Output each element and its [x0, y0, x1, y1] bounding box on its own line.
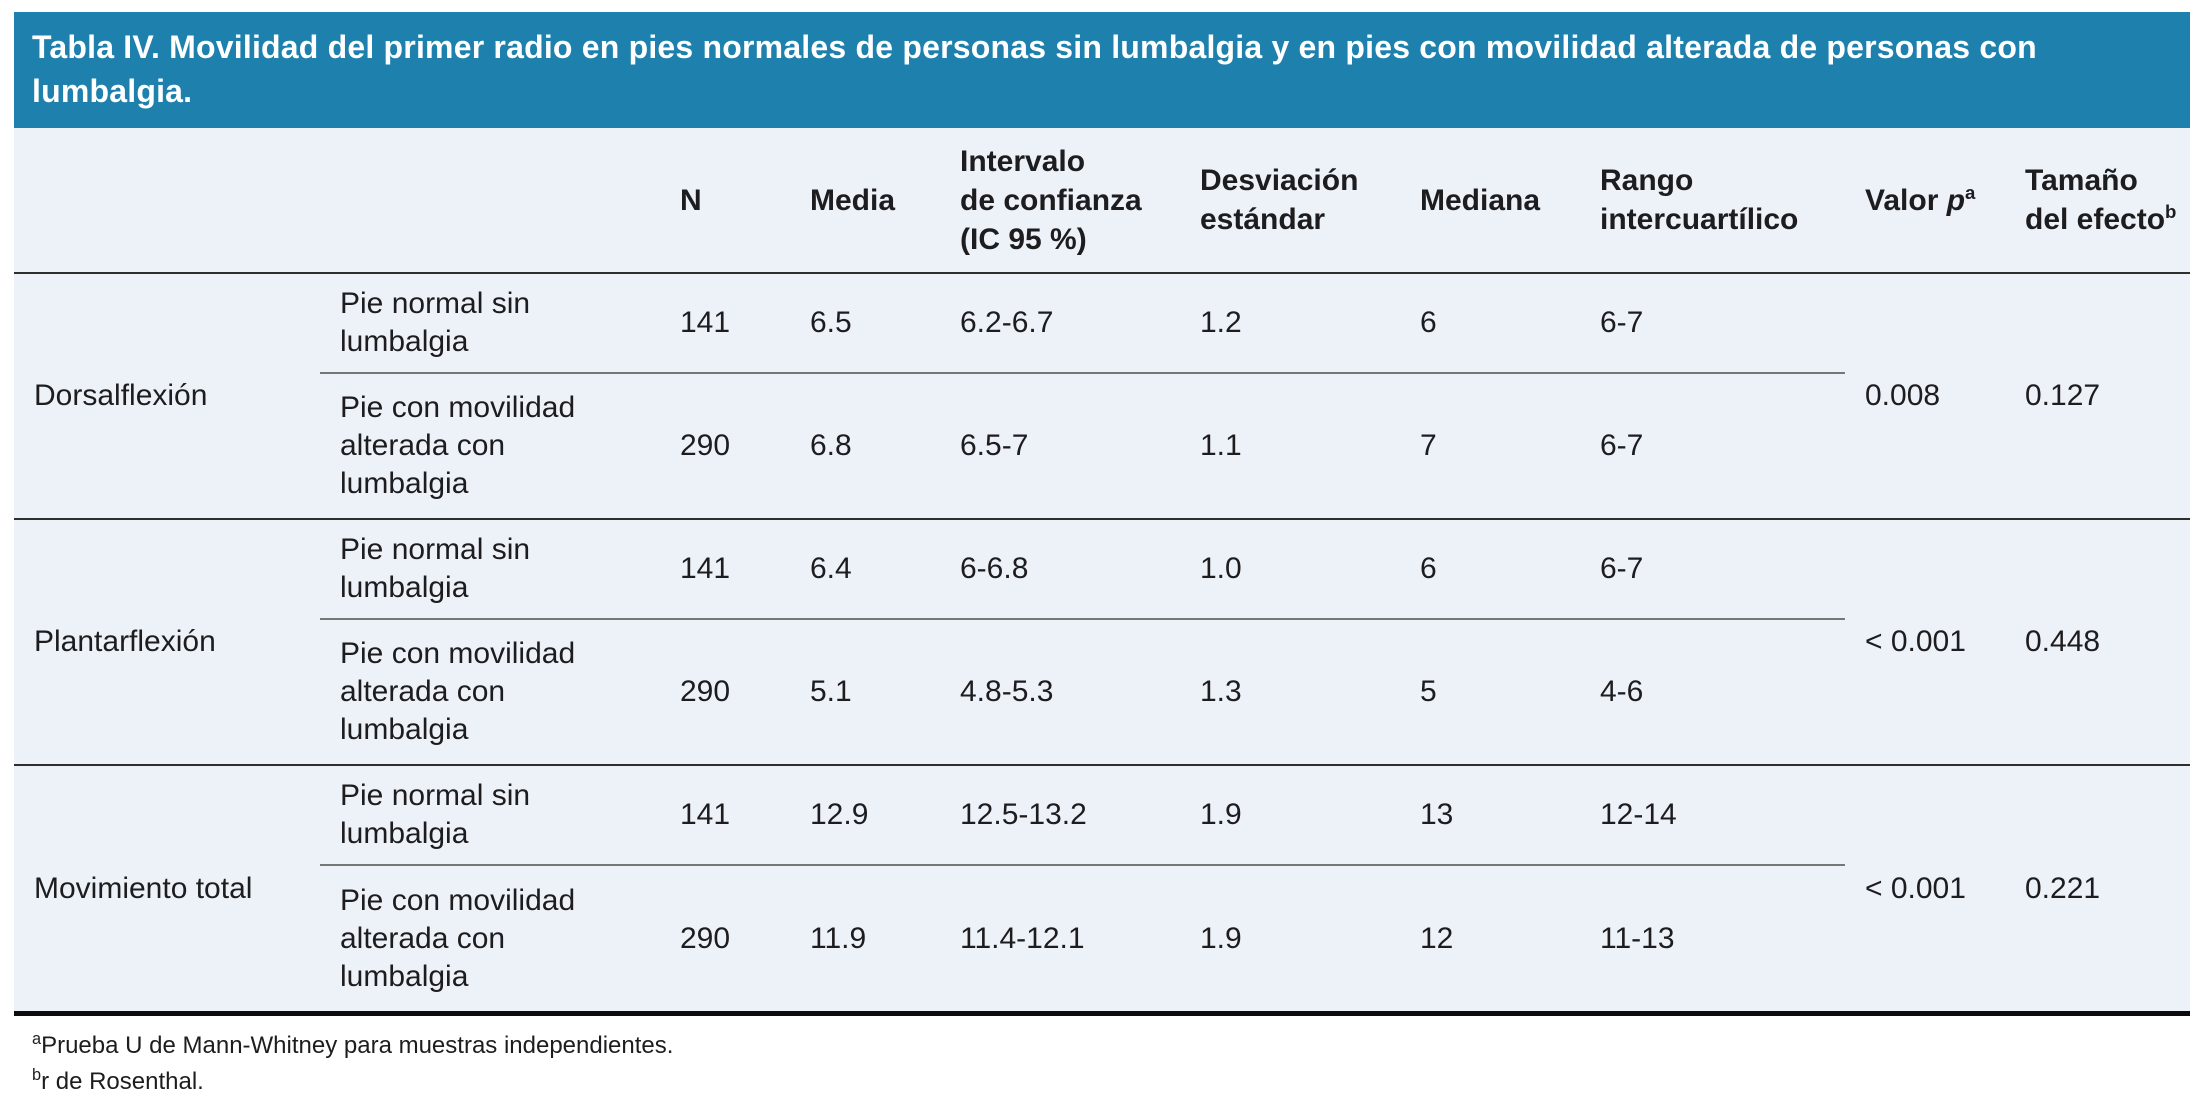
table-row: Plantarflexión Pie normal sin lumbalgia …: [14, 518, 2190, 765]
footnote-b: br de Rosenthal.: [32, 1064, 2190, 1096]
rango-cell: 12-14: [1580, 764, 1845, 866]
table-title-banner: Tabla IV. Movilidad del primer radio en …: [14, 12, 2190, 128]
media-cell: 6.4: [790, 518, 940, 620]
rango-cell: 4-6: [1600, 675, 1644, 708]
rango-cell: 6-7: [1580, 518, 1845, 620]
media-cell: 5.1: [810, 675, 852, 708]
header-empty-condition: [320, 128, 660, 274]
sd-cell: 1.3: [1200, 675, 1242, 708]
header-desviacion-estandar: Desviación estándar: [1180, 128, 1400, 274]
condition-cell: Pie normal sin lumbalgia: [320, 272, 660, 374]
table-title: Tabla IV. Movilidad del primer radio en …: [32, 29, 2037, 109]
media-cell: 6.8: [810, 429, 852, 462]
mediana-cell: 6: [1400, 272, 1580, 374]
n-cell: 141: [660, 764, 790, 866]
rango-cell: 6-7: [1580, 272, 1845, 374]
header-row: N Media Intervalo de confianza (IC 95 %)…: [14, 128, 2190, 274]
effect-size-cell: 0.221: [2005, 764, 2190, 1011]
sd-cell: 1.9: [1180, 764, 1400, 866]
footnote-a-text: Prueba U de Mann-Whitney para muestras i…: [41, 1032, 674, 1059]
mediana-cell: 13: [1400, 764, 1580, 866]
mediana-cell: 5: [1420, 675, 1437, 708]
ic-cell: 6.5-7: [960, 429, 1029, 462]
data-table: N Media Intervalo de confianza (IC 95 %)…: [14, 128, 2190, 1011]
rango-cell: 11-13: [1600, 921, 1675, 955]
footnote-b-text: r de Rosenthal.: [41, 1068, 204, 1095]
n-cell: 290: [680, 675, 731, 708]
header-rango-intercuartilico: Rango intercuartílico: [1580, 128, 1845, 274]
footnote-a-marker: a: [32, 1030, 42, 1048]
condition-cell: Pie normal sin lumbalgia: [320, 764, 660, 866]
p-value-cell: < 0.001: [1845, 764, 2005, 1011]
footnote-b-marker: b: [32, 1066, 42, 1084]
p-value-cell: 0.008: [1845, 272, 2005, 519]
table-row: Dorsalflexión Pie normal sin lumbalgia 1…: [14, 272, 2190, 519]
header-tamano-efecto: Tamaño del efectob: [2005, 128, 2190, 274]
mediana-cell: 6: [1400, 518, 1580, 620]
footnote-a: aPrueba U de Mann-Whitney para muestras …: [32, 1028, 2190, 1064]
n-cell: 141: [660, 518, 790, 620]
p-value-cell: < 0.001: [1845, 518, 2005, 765]
media-cell: 6.5: [790, 272, 940, 374]
ic-cell: 12.5-13.2: [940, 764, 1180, 866]
header-mediana: Mediana: [1400, 128, 1580, 274]
footnotes: aPrueba U de Mann-Whitney para muestras …: [14, 1028, 2190, 1096]
n-cell: 290: [680, 429, 731, 462]
sd-cell: 1.2: [1180, 272, 1400, 374]
header-media: Media: [790, 128, 940, 274]
footnote-marker-a: a: [1965, 181, 1976, 203]
header-n: N: [660, 128, 790, 274]
condition-cell: Pie con movilidad alterada con lumbalgia: [340, 883, 576, 993]
ic-cell: 6-6.8: [940, 518, 1180, 620]
condition-cell: Pie con movilidad alterada con lumbalgia: [340, 637, 576, 746]
table-row: Pie con movilidad alterada con lumbalgia…: [14, 373, 2190, 519]
ic-cell: 6.2-6.7: [940, 272, 1180, 374]
mediana-cell: 7: [1420, 429, 1437, 462]
condition-cell: Pie con movilidad alterada con lumbalgia: [340, 391, 576, 500]
group-label-movimiento-total: Movimiento total: [14, 764, 320, 1011]
table-figure: Tabla IV. Movilidad del primer radio en …: [14, 12, 2190, 1096]
effect-size-cell: 0.127: [2005, 272, 2190, 519]
table-container: N Media Intervalo de confianza (IC 95 %)…: [14, 128, 2190, 1016]
header-valor-p: Valor pa: [1845, 128, 2005, 274]
effect-size-cell: 0.448: [2005, 518, 2190, 765]
media-cell: 12.9: [790, 764, 940, 866]
ic-cell: 4.8-5.3: [960, 675, 1054, 708]
condition-cell: Pie normal sin lumbalgia: [320, 518, 660, 620]
table-row: Movimiento total Pie normal sin lumbalgi…: [14, 764, 2190, 1011]
header-intervalo-confianza: Intervalo de confianza (IC 95 %): [940, 128, 1180, 274]
header-empty-group: [14, 128, 320, 274]
sd-cell: 1.9: [1200, 921, 1242, 955]
group-label-plantarflexion: Plantarflexión: [14, 518, 320, 765]
n-cell: 290: [680, 921, 731, 955]
ic-cell: 11.4-12.1: [960, 921, 1085, 955]
n-cell: 141: [660, 272, 790, 374]
footnote-marker-b: b: [2165, 201, 2177, 222]
mediana-cell: 12: [1420, 921, 1454, 955]
group-label-dorsalflexion: Dorsalflexión: [14, 272, 320, 519]
table-row: Pie con movilidad alterada con lumbalgia…: [14, 865, 2190, 1011]
rango-cell: 6-7: [1600, 429, 1644, 462]
sd-cell: 1.1: [1200, 429, 1242, 462]
sd-cell: 1.0: [1180, 518, 1400, 620]
media-cell: 11.9: [810, 921, 867, 955]
table-row: Pie con movilidad alterada con lumbalgia…: [14, 619, 2190, 765]
